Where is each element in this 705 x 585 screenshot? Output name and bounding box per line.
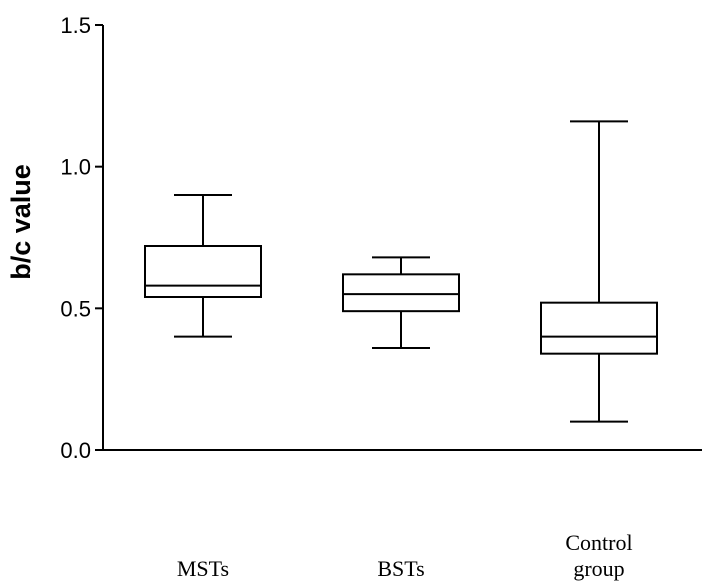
y-axis-title: b/c value [6, 164, 36, 280]
box-series-3 [540, 120, 658, 423]
category-label: BSTs [377, 556, 424, 581]
category-label: MSTs [177, 556, 229, 581]
y-tick-label: 1.0 [60, 155, 91, 180]
category-label: group [573, 556, 624, 581]
category-label: Control [565, 530, 632, 555]
iqr-box [540, 301, 658, 355]
y-tick-label: 0.5 [60, 296, 91, 321]
iqr-box [144, 245, 262, 298]
iqr-box [342, 273, 460, 313]
box-series-2 [342, 256, 460, 349]
box-series-1 [144, 194, 262, 338]
y-tick-label: 0.0 [60, 438, 91, 463]
y-axis: 0.0 0.5 1.0 1.5 [60, 13, 104, 463]
boxes [144, 120, 658, 423]
y-tick-label: 1.5 [60, 13, 91, 38]
